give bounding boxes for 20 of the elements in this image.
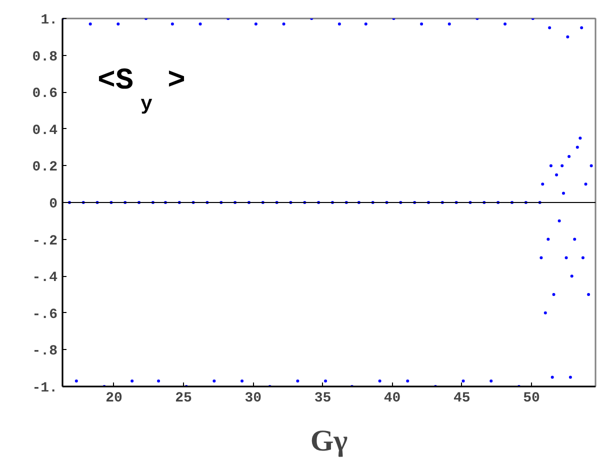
x-tick-label: 40: [384, 390, 401, 406]
y-axis-title: <Sy>: [98, 64, 186, 116]
y-tick-label: 0.8: [32, 49, 58, 66]
y-tick-label: -1.: [32, 380, 58, 396]
y-tick-label: 0.4: [32, 122, 58, 139]
y-tick-label: 1.: [40, 12, 58, 28]
x-tick-label: 25: [175, 390, 192, 406]
y-tick-label: 0: [49, 196, 58, 212]
y-tick-label: -.2: [32, 233, 58, 250]
y-tick-label: 0.6: [32, 86, 58, 102]
x-tick-label: 50: [523, 390, 540, 406]
x-tick-label: 45: [454, 390, 470, 406]
y-tick-label: -.6: [32, 306, 58, 323]
x-axis-title: Gγ: [310, 424, 348, 458]
y-tick-label: -.8: [32, 344, 58, 360]
y-tick-label: 0.2: [32, 160, 58, 176]
x-tick-label: 30: [244, 390, 262, 406]
x-tick-label: 35: [314, 390, 332, 406]
x-tick-label: 20: [106, 390, 122, 406]
y-tick-label: -.4: [32, 270, 58, 286]
